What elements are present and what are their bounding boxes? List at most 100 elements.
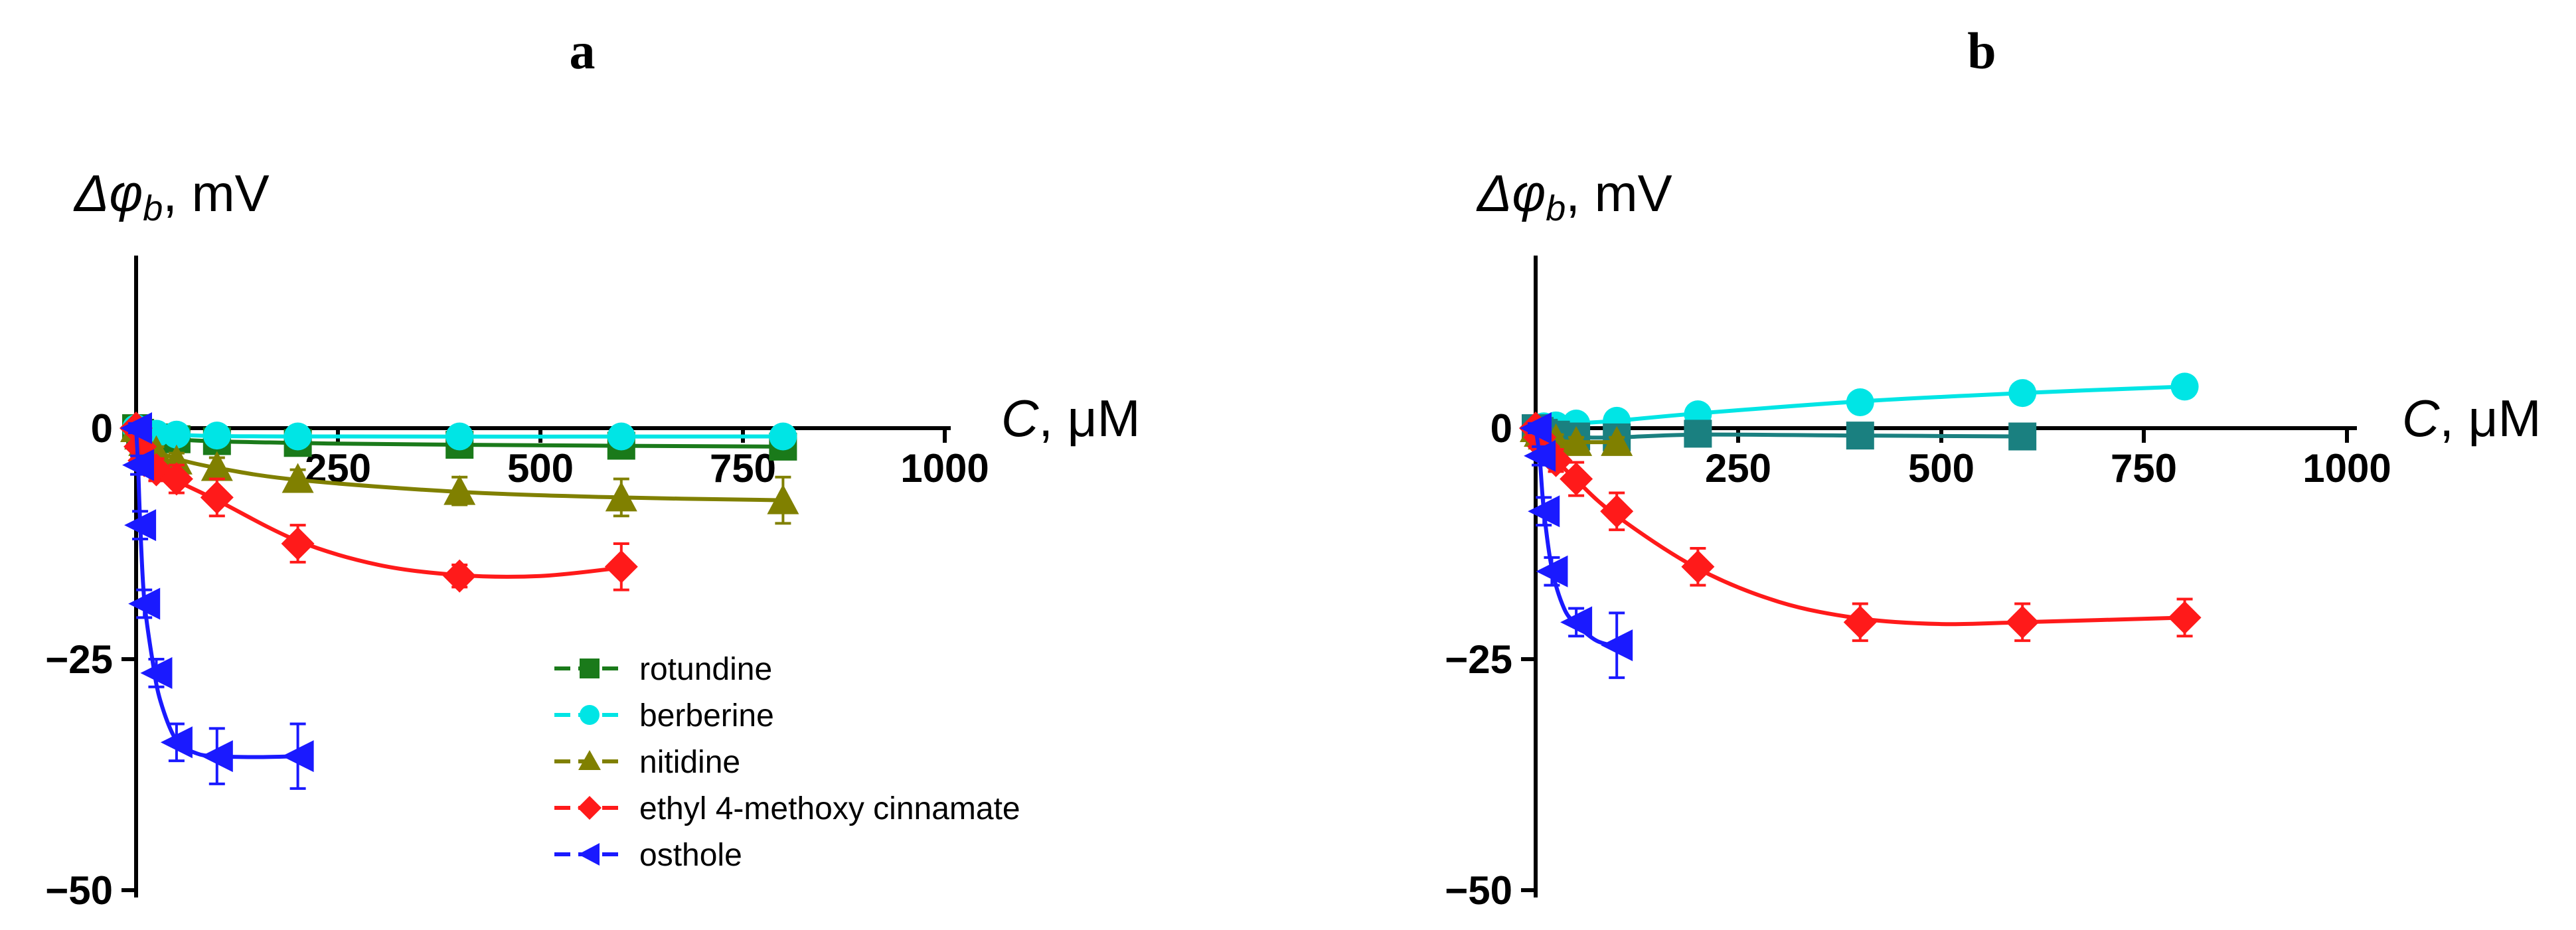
data-point-ethyl-4-methoxy-cinnamate-a [281,527,315,560]
data-point-nitidine-a [443,475,476,505]
y-axis-subscript-b: b [1546,189,1566,228]
y-axis-a: 0 −25 −50 [45,256,138,913]
data-point-osthole-a [124,509,157,542]
data-point-ethyl-4-methoxy-cinnamate-a [159,462,193,496]
data-point-ethyl-4-methoxy-cinnamate-b [1681,550,1715,583]
legend-a: rotundine berberine nitidine ethyl 4-met… [554,652,1020,873]
data-point-osthole-a [122,449,155,481]
data-point-rotundine-b [2008,422,2037,451]
panel-a: a Δφb, mV C, μM 0 −25 −50 250 500 750 10… [45,22,1140,913]
data-point-berberine-b [2170,372,2199,401]
legend-marker-ethyl-4-methoxy-cinnamate [578,796,602,820]
data-point-osthole-b [1524,439,1556,472]
y-tick-label-a-0: 0 [91,406,113,451]
legend-label-ethyl-4-methoxy-cinnamate: ethyl 4-methoxy cinnamate [639,791,1020,826]
legend-item-ethyl-4-methoxy-cinnamate: ethyl 4-methoxy cinnamate [554,791,1020,826]
legend-item-nitidine: nitidine [554,745,740,780]
y-axis-label-a: Δφb, mV [73,164,270,228]
data-point-berberine-a [769,422,797,451]
data-point-nitidine-a [201,451,233,481]
x-tick-label-b-1000: 1000 [2302,446,2391,491]
plot-area-b [1519,372,2202,679]
data-point-nitidine-b [1560,426,1593,456]
data-point-rotundine-b [1684,420,1712,448]
legend-label-rotundine: rotundine [639,652,772,687]
x-tick-label-a-500: 500 [507,446,574,491]
x-tick-label-a-1000: 1000 [900,446,989,491]
data-point-nitidine-a [282,463,314,493]
data-point-berberine-b [2008,379,2037,408]
data-point-nitidine-b [1601,426,1633,456]
data-point-nitidine-a [767,484,799,514]
data-point-osthole-b [1536,555,1568,587]
x-tick-label-b-250: 250 [1705,446,1771,491]
y-axis-unit-b: , mV [1566,164,1672,222]
data-point-nitidine-a [605,481,637,512]
data-point-ethyl-4-methoxy-cinnamate-b [2006,605,2040,639]
legend-item-osthole: osthole [554,838,742,873]
y-tick-label-a-25: −25 [45,637,113,682]
series-osthole-b [1520,412,1633,679]
x-axis-unit-a: , μM [1038,389,1140,447]
y-tick-label-a-50: −50 [45,868,113,913]
legend-item-rotundine: rotundine [554,652,772,687]
legend-marker-osthole [578,843,600,866]
y-axis-symbol-b: Δφ [1476,164,1546,222]
data-point-ethyl-4-methoxy-cinnamate-b [1843,605,1877,639]
data-point-berberine-a [445,422,474,451]
x-axis-b: 250 500 750 1000 [1536,426,2391,491]
legend-label-nitidine: nitidine [639,745,740,780]
panel-letter-b: b [1967,22,1996,80]
data-point-osthole-a [201,740,233,773]
data-point-berberine-a [283,422,312,451]
data-point-ethyl-4-methoxy-cinnamate-b [1560,462,1593,496]
data-point-berberine-a [607,422,635,451]
data-point-osthole-b [1560,606,1593,639]
x-tick-label-b-750: 750 [2111,446,2177,491]
data-point-osthole-a [120,412,152,444]
data-point-osthole-a [160,726,193,759]
data-point-osthole-b [1601,629,1633,662]
panel-letter-a: a [570,22,596,80]
legend-label-osthole: osthole [639,838,742,873]
y-tick-label-b-25: −25 [1445,637,1512,682]
legend-item-berberine: berberine [554,698,774,734]
y-axis-symbol-a: Δφ [73,164,143,222]
y-tick-label-b-0: 0 [1490,406,1512,451]
legend-marker-rotundine [580,659,600,678]
panel-b: b Δφb, mV C, μM 0 −25 −50 250 500 750 10… [1445,22,2541,913]
data-point-osthole-b [1528,495,1560,528]
legend-label-berberine: berberine [639,698,774,734]
data-point-osthole-b [1520,412,1552,444]
x-axis-label-b: C, μM [2402,389,2541,447]
plot-area-a [120,412,799,790]
x-tick-label-b-500: 500 [1908,446,1974,491]
data-point-osthole-a [128,587,161,620]
data-point-osthole-a [140,657,173,689]
y-axis-unit-a: , mV [163,164,269,222]
data-point-berberine-b [1846,388,1874,417]
data-point-ethyl-4-methoxy-cinnamate-a [200,481,234,514]
data-point-osthole-a [282,740,314,773]
legend-marker-nitidine [578,750,601,770]
series-osthole-a [120,412,314,790]
data-point-ethyl-4-methoxy-cinnamate-b [1600,495,1634,528]
x-axis-unit-b: , μM [2439,389,2541,447]
y-tick-label-b-50: −50 [1445,868,1512,913]
data-point-ethyl-4-methoxy-cinnamate-a [604,550,638,583]
y-axis-label-b: Δφb, mV [1476,164,1672,228]
x-axis-symbol-b: C [2402,389,2440,447]
fit-line-berberine-b [1535,384,2185,430]
x-tick-label-a-750: 750 [710,446,776,491]
legend-marker-berberine [580,705,600,725]
data-point-berberine-a [202,422,231,450]
x-axis-label-a: C, μM [1001,389,1141,447]
y-axis-b: 0 −25 −50 [1445,256,1538,913]
data-point-rotundine-b [1846,422,1874,450]
data-point-ethyl-4-methoxy-cinnamate-b [2168,601,2202,635]
data-point-ethyl-4-methoxy-cinnamate-a [443,559,477,593]
y-axis-subscript-a: b [143,189,163,228]
data-point-berberine-a [162,420,191,449]
